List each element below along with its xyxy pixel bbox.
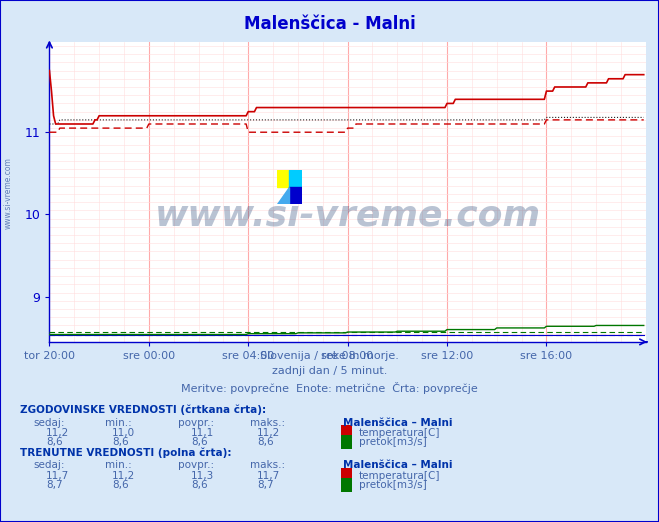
Text: 8,7: 8,7 xyxy=(257,480,273,490)
Text: 11,2: 11,2 xyxy=(112,471,135,481)
Text: Malenščica – Malni: Malenščica – Malni xyxy=(343,460,452,470)
Text: min.:: min.: xyxy=(105,418,132,428)
Text: 11,3: 11,3 xyxy=(191,471,214,481)
Text: 11,7: 11,7 xyxy=(257,471,280,481)
Text: www.si-vreme.com: www.si-vreme.com xyxy=(4,157,13,229)
Text: www.si-vreme.com: www.si-vreme.com xyxy=(155,199,540,233)
Text: sedaj:: sedaj: xyxy=(33,418,65,428)
Bar xyxy=(289,187,302,204)
Text: 8,6: 8,6 xyxy=(112,437,129,447)
Text: sedaj:: sedaj: xyxy=(33,460,65,470)
Text: temperatura[C]: temperatura[C] xyxy=(359,471,441,481)
Text: min.:: min.: xyxy=(105,460,132,470)
Text: 11,1: 11,1 xyxy=(191,428,214,438)
Bar xyxy=(277,170,289,187)
Text: 11,2: 11,2 xyxy=(257,428,280,438)
Text: 8,6: 8,6 xyxy=(257,437,273,447)
Text: povpr.:: povpr.: xyxy=(178,460,214,470)
Text: TRENUTNE VREDNOSTI (polna črta):: TRENUTNE VREDNOSTI (polna črta): xyxy=(20,448,231,458)
Text: 8,6: 8,6 xyxy=(191,437,208,447)
Text: zadnji dan / 5 minut.: zadnji dan / 5 minut. xyxy=(272,366,387,376)
Text: Slovenija / reke in morje.: Slovenija / reke in morje. xyxy=(260,351,399,361)
Text: pretok[m3/s]: pretok[m3/s] xyxy=(359,480,427,490)
Text: Malenščica - Malni: Malenščica - Malni xyxy=(244,15,415,32)
Text: 8,6: 8,6 xyxy=(112,480,129,490)
Text: 8,6: 8,6 xyxy=(191,480,208,490)
Text: 8,7: 8,7 xyxy=(46,480,63,490)
Text: 8,6: 8,6 xyxy=(46,437,63,447)
Text: 11,0: 11,0 xyxy=(112,428,135,438)
Text: 11,7: 11,7 xyxy=(46,471,69,481)
Text: pretok[m3/s]: pretok[m3/s] xyxy=(359,437,427,447)
Bar xyxy=(289,170,302,187)
Text: Malenščica – Malni: Malenščica – Malni xyxy=(343,418,452,428)
Polygon shape xyxy=(277,187,289,204)
Text: maks.:: maks.: xyxy=(250,460,285,470)
Text: ZGODOVINSKE VREDNOSTI (črtkana črta):: ZGODOVINSKE VREDNOSTI (črtkana črta): xyxy=(20,405,266,415)
Text: povpr.:: povpr.: xyxy=(178,418,214,428)
Text: Meritve: povprečne  Enote: metrične  Črta: povprečje: Meritve: povprečne Enote: metrične Črta:… xyxy=(181,382,478,394)
Text: temperatura[C]: temperatura[C] xyxy=(359,428,441,438)
Text: 11,2: 11,2 xyxy=(46,428,69,438)
Text: maks.:: maks.: xyxy=(250,418,285,428)
